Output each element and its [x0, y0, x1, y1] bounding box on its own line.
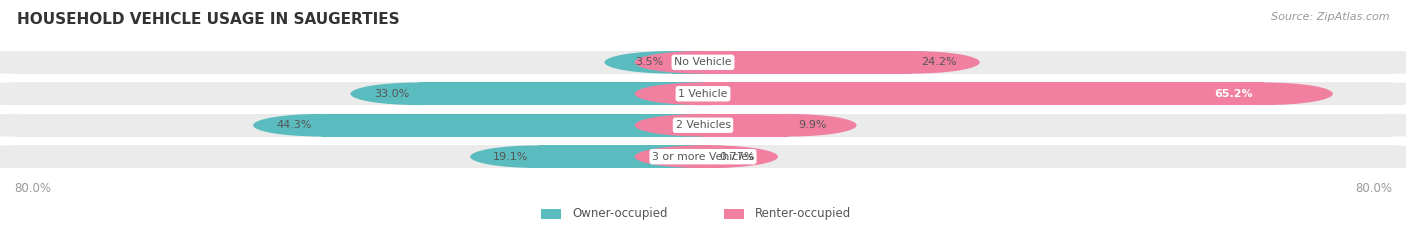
- Text: HOUSEHOLD VEHICLE USAGE IN SAUGERTIES: HOUSEHOLD VEHICLE USAGE IN SAUGERTIES: [17, 12, 399, 27]
- Text: 2 Vehicles: 2 Vehicles: [675, 120, 731, 130]
- Circle shape: [1323, 82, 1406, 105]
- Circle shape: [470, 145, 607, 168]
- Text: No Vehicle: No Vehicle: [675, 57, 731, 67]
- Circle shape: [634, 145, 772, 168]
- Bar: [541, 209, 561, 219]
- Circle shape: [844, 51, 980, 74]
- Circle shape: [634, 145, 772, 168]
- Text: 65.2%: 65.2%: [1215, 89, 1253, 99]
- Text: Source: ZipAtlas.com: Source: ZipAtlas.com: [1271, 12, 1389, 22]
- Text: 0.77%: 0.77%: [720, 152, 755, 162]
- Text: 33.0%: 33.0%: [374, 89, 409, 99]
- Text: Owner-occupied: Owner-occupied: [572, 207, 668, 220]
- Text: 44.3%: 44.3%: [276, 120, 312, 130]
- Circle shape: [253, 114, 389, 137]
- Circle shape: [350, 82, 486, 105]
- Bar: [724, 209, 744, 219]
- Bar: [322, 114, 703, 137]
- Circle shape: [1323, 114, 1406, 137]
- Bar: [673, 51, 703, 74]
- Circle shape: [0, 145, 83, 168]
- Bar: [14, 51, 1392, 74]
- Bar: [703, 114, 789, 137]
- Text: 3 or more Vehicles: 3 or more Vehicles: [652, 152, 754, 162]
- Circle shape: [634, 82, 772, 105]
- Text: 3.5%: 3.5%: [634, 57, 664, 67]
- Circle shape: [634, 51, 772, 74]
- Circle shape: [0, 82, 83, 105]
- Bar: [14, 114, 1392, 137]
- Circle shape: [634, 114, 772, 137]
- Circle shape: [1323, 51, 1406, 74]
- Text: 24.2%: 24.2%: [921, 57, 957, 67]
- Text: Renter-occupied: Renter-occupied: [755, 207, 851, 220]
- Bar: [703, 145, 710, 168]
- Text: 80.0%: 80.0%: [1355, 182, 1392, 195]
- Text: 9.9%: 9.9%: [799, 120, 827, 130]
- Circle shape: [720, 114, 856, 137]
- Bar: [703, 51, 911, 74]
- Text: 19.1%: 19.1%: [494, 152, 529, 162]
- Text: 1 Vehicle: 1 Vehicle: [678, 89, 728, 99]
- Bar: [14, 82, 1392, 105]
- Bar: [14, 145, 1392, 168]
- Circle shape: [0, 51, 83, 74]
- Bar: [538, 145, 703, 168]
- Circle shape: [0, 114, 83, 137]
- Circle shape: [1323, 145, 1406, 168]
- Bar: [419, 82, 703, 105]
- Circle shape: [605, 51, 741, 74]
- Circle shape: [634, 82, 772, 105]
- Circle shape: [641, 145, 778, 168]
- Circle shape: [634, 51, 772, 74]
- Text: 80.0%: 80.0%: [14, 182, 51, 195]
- Circle shape: [1197, 82, 1333, 105]
- Circle shape: [634, 114, 772, 137]
- Bar: [703, 82, 1264, 105]
